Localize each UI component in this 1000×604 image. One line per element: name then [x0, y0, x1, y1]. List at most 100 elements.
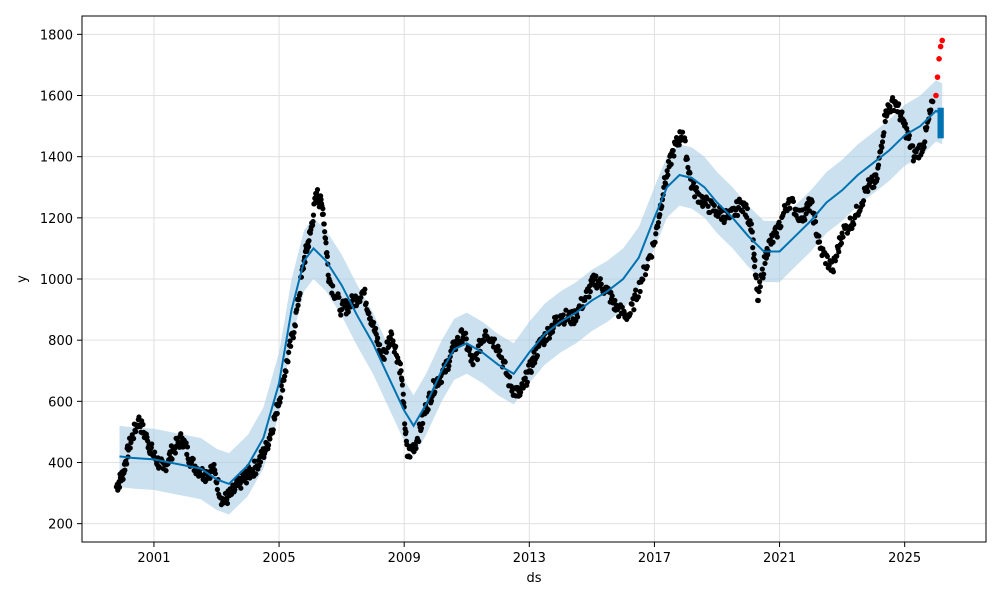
- observed-point: [282, 373, 288, 379]
- observed-point: [676, 142, 682, 148]
- observed-point: [922, 139, 928, 145]
- observed-point: [629, 301, 635, 307]
- observed-point: [874, 176, 880, 182]
- observed-point: [253, 471, 259, 477]
- observed-point: [314, 187, 321, 193]
- observed-point: [370, 319, 377, 326]
- observed-point: [627, 310, 633, 317]
- observed-point: [750, 245, 756, 251]
- observed-point: [291, 329, 297, 336]
- observed-point: [924, 124, 930, 130]
- observed-point: [184, 444, 191, 450]
- observed-point: [899, 109, 905, 115]
- observed-point: [751, 264, 758, 270]
- observed-point: [330, 283, 336, 289]
- observed-point: [631, 307, 637, 313]
- observed-point: [149, 441, 155, 447]
- x-tick-label: 2025: [888, 551, 921, 566]
- anomaly-point: [934, 74, 941, 80]
- y-tick-label: 600: [48, 395, 73, 410]
- observed-point: [851, 221, 857, 227]
- observed-point: [172, 450, 178, 456]
- observed-point: [144, 434, 150, 440]
- observed-point: [770, 239, 776, 245]
- observed-point: [243, 480, 250, 486]
- observed-point: [400, 391, 406, 397]
- observed-point: [261, 454, 267, 460]
- observed-point: [322, 229, 328, 235]
- observed-point: [156, 464, 162, 470]
- observed-point: [787, 205, 793, 211]
- y-tick-label: 800: [48, 334, 73, 349]
- observed-point: [657, 211, 663, 218]
- observed-point: [587, 289, 593, 295]
- observed-point: [757, 284, 763, 290]
- observed-point: [459, 327, 465, 333]
- observed-point: [816, 239, 823, 245]
- observed-point: [904, 125, 910, 132]
- observed-point: [598, 281, 604, 287]
- observed-point: [761, 271, 767, 277]
- anomaly-point: [933, 92, 939, 99]
- observed-point: [910, 143, 916, 149]
- observed-point: [930, 99, 936, 105]
- observed-point: [398, 368, 404, 374]
- observed-point: [122, 467, 128, 473]
- observed-point: [756, 288, 762, 295]
- observed-point: [278, 382, 284, 389]
- observed-point: [774, 234, 780, 240]
- observed-point: [497, 347, 503, 354]
- observed-point: [593, 273, 599, 279]
- observed-point: [668, 161, 674, 167]
- observed-point: [790, 198, 797, 205]
- observed-point: [295, 302, 301, 308]
- x-tick-label: 2009: [388, 551, 421, 566]
- observed-point: [320, 211, 326, 217]
- observed-point: [481, 338, 487, 344]
- observed-point: [637, 288, 643, 295]
- y-tick-label: 1800: [40, 28, 73, 43]
- observed-point: [463, 336, 469, 342]
- observed-point: [528, 369, 534, 375]
- observed-point: [879, 144, 885, 151]
- observed-point: [366, 310, 372, 316]
- observed-point: [310, 212, 317, 218]
- observed-point: [321, 221, 327, 227]
- y-tick-label: 400: [48, 456, 73, 471]
- x-tick-label: 2021: [763, 551, 796, 566]
- y-tick-label: 200: [48, 518, 73, 533]
- observed-point: [183, 440, 189, 446]
- observed-point: [491, 336, 498, 342]
- observed-point: [640, 276, 646, 283]
- observed-point: [428, 398, 435, 404]
- observed-point: [755, 297, 761, 304]
- observed-point: [358, 294, 364, 301]
- observed-point: [133, 429, 139, 435]
- observed-point: [207, 475, 213, 481]
- observed-point: [734, 212, 741, 219]
- observed-point: [776, 219, 782, 225]
- observed-point: [251, 458, 258, 464]
- observed-point: [296, 297, 302, 303]
- observed-point: [524, 379, 530, 385]
- observed-point: [522, 375, 528, 381]
- observed-point: [377, 341, 383, 348]
- observed-point: [609, 293, 615, 299]
- observed-point: [671, 153, 677, 159]
- observed-point: [502, 359, 508, 365]
- observed-point: [381, 356, 387, 362]
- observed-point: [372, 325, 379, 332]
- observed-point: [871, 184, 877, 190]
- observed-point: [232, 487, 238, 493]
- observed-point: [152, 449, 158, 455]
- observed-point: [416, 438, 422, 445]
- observed-point: [802, 217, 808, 223]
- observed-point: [310, 218, 316, 225]
- observed-point: [652, 239, 658, 245]
- observed-point: [238, 485, 244, 491]
- observed-point: [749, 229, 755, 235]
- observed-point: [357, 298, 363, 305]
- observed-point: [495, 343, 501, 349]
- observed-point: [281, 377, 287, 383]
- anomaly-point: [936, 56, 942, 62]
